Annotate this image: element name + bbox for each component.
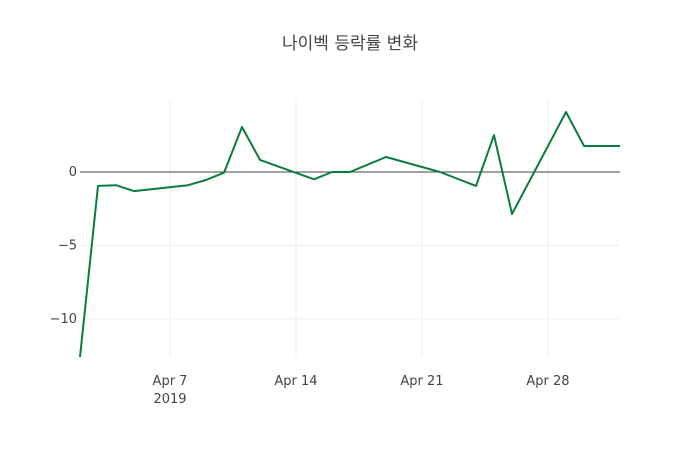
chart-title: 나이벡 등락률 변화 bbox=[282, 34, 418, 54]
x-tick-label: Apr 28 bbox=[526, 374, 569, 389]
y-tick-label: −10 bbox=[50, 312, 77, 327]
series-line bbox=[79, 111, 620, 358]
y-tick-label: 0 bbox=[69, 165, 77, 180]
x-tick-year-label: 2019 bbox=[153, 392, 186, 407]
x-tick-label: Apr 7 bbox=[153, 374, 188, 389]
x-tick-label: Apr 21 bbox=[400, 374, 443, 389]
x-tick-label: Apr 14 bbox=[274, 374, 317, 389]
y-tick-label: −5 bbox=[58, 238, 77, 253]
